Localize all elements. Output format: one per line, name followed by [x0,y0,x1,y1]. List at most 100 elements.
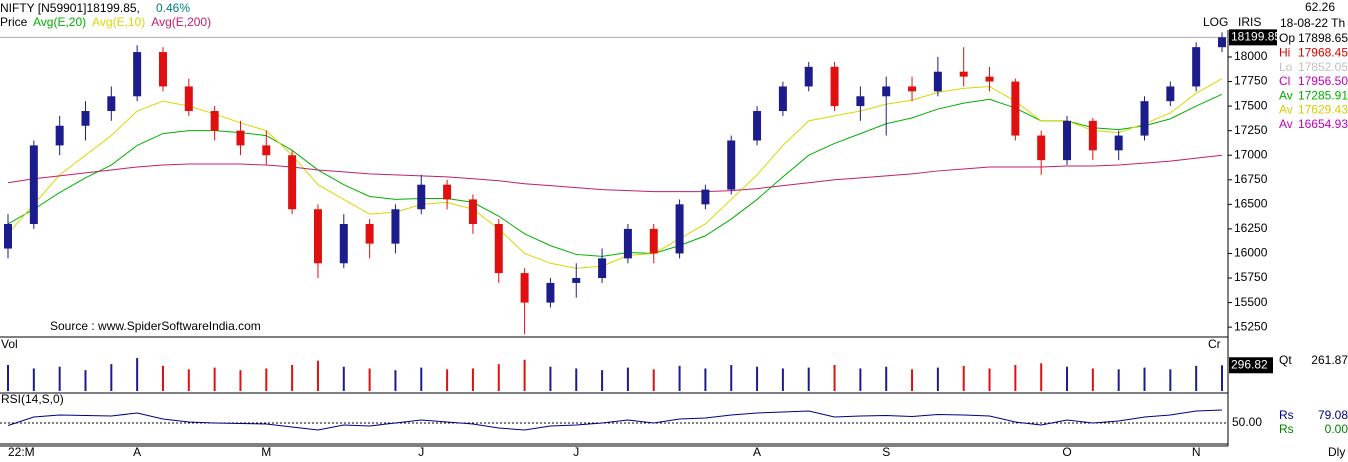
volume-bar [187,369,190,391]
info-label: Av [1279,103,1293,117]
x-tick-label: M [261,445,271,459]
volume-marker-label: 296.82 [1231,357,1268,371]
info-date: 18-08-22 Th [1280,16,1345,30]
info-label: Hi [1279,45,1290,59]
volume-bar [626,367,629,391]
volume-bar [32,368,35,391]
volume-bar [678,365,681,391]
candle-body [959,71,968,77]
candle-body [830,66,839,107]
log: LOG [1203,15,1228,29]
y-tick-label: 17000 [1234,147,1268,161]
candle-body [313,209,322,264]
last-price-box [1229,29,1277,46]
volume-bar [1143,367,1146,391]
info-label: Av [1279,88,1293,102]
qt-value: 261.87 [1311,353,1348,367]
volume-bar [1169,369,1172,391]
volume-bar [1117,369,1120,391]
candle-body [1192,47,1201,87]
candle-body [675,204,684,254]
candle-body [1011,81,1020,136]
volume-bar [497,364,500,391]
info-value: 17285.91 [1298,88,1348,102]
candle-body [623,228,632,259]
volume-bar [652,369,655,391]
x-tick-label: A [753,445,761,459]
volume-bar [704,368,707,391]
info-value: 16654.93 [1298,117,1348,131]
volume-bar [265,368,268,391]
volume-bar [420,367,423,391]
volume-bar [7,365,9,391]
last-price-label: 18199.85 [1231,30,1281,44]
rsi-label: RSI(14,S,0) [1,392,64,406]
candle-body [443,184,452,200]
x-tick-label: A [133,445,141,459]
candle-body [133,52,142,97]
x-tick-label: J [418,445,424,459]
candle-body [210,111,219,131]
volume-bar [291,365,294,391]
y-tick-label: 15500 [1234,295,1268,309]
volume-bar [859,368,862,391]
volume-bar [1195,365,1198,391]
rsi-line [7,409,1223,431]
candle-body [985,76,994,82]
symbol: NIFTY [N59901]18199.85, [0,1,140,15]
y-tick-label: 16750 [1234,172,1268,186]
candle-body [417,184,426,210]
y-tick-label: 15750 [1234,270,1268,284]
volume-bar [58,366,61,391]
volume-bar [1221,365,1223,391]
volume-bar [239,370,242,391]
candle-body [339,223,348,264]
volume-bar [368,368,371,391]
info-label: Lo [1279,60,1293,74]
candle-body [727,140,736,190]
info-value: 17968.45 [1298,45,1348,59]
source: Source : www.SpiderSoftwareIndia.com [50,319,261,333]
candle-body [107,96,116,112]
candle-body [1088,120,1097,151]
candle-body [933,71,942,92]
x-tick-label: S [882,445,890,459]
candle-body [908,86,917,92]
candle-body [778,86,787,112]
y-tick-label: 16250 [1234,221,1268,235]
rsi-tick-label: 50.00 [1232,415,1262,429]
volume-bar [136,358,139,391]
y-tick-label: 16500 [1234,197,1268,211]
volume-bar [833,365,836,391]
candle-body [882,86,891,97]
volume-right-label: Cr [1208,337,1221,351]
candle-body [158,52,167,87]
volume-bar [781,368,784,391]
volume-bar [730,365,733,391]
candle-body [391,209,400,244]
candle-body [55,125,64,146]
candle-body [1166,86,1175,102]
x-tick-label: J [573,445,579,459]
candle-body [4,223,12,249]
y-tick-label: 17500 [1234,98,1268,112]
x-tick-label: O [1062,445,1071,459]
candle-body [29,145,38,224]
volume-bar [756,366,759,391]
y-tick-label: 17250 [1234,123,1268,137]
candle-body [1218,37,1226,48]
volume-bar [807,367,810,391]
legend-entry: Avg(E,200) [151,15,211,29]
volume-bar [84,370,87,391]
volume-bar [988,368,991,391]
candle-body [546,282,555,303]
ma-line [7,93,1223,257]
volume-bar [342,366,345,391]
ma-line [7,154,1223,193]
qt-label: Qt [1279,353,1292,367]
legend-price: Price [0,15,28,29]
period: Dly [1328,445,1345,459]
volume-bar [471,368,474,391]
y-tick-label: 18000 [1234,49,1268,63]
volume-bar [1091,368,1094,391]
